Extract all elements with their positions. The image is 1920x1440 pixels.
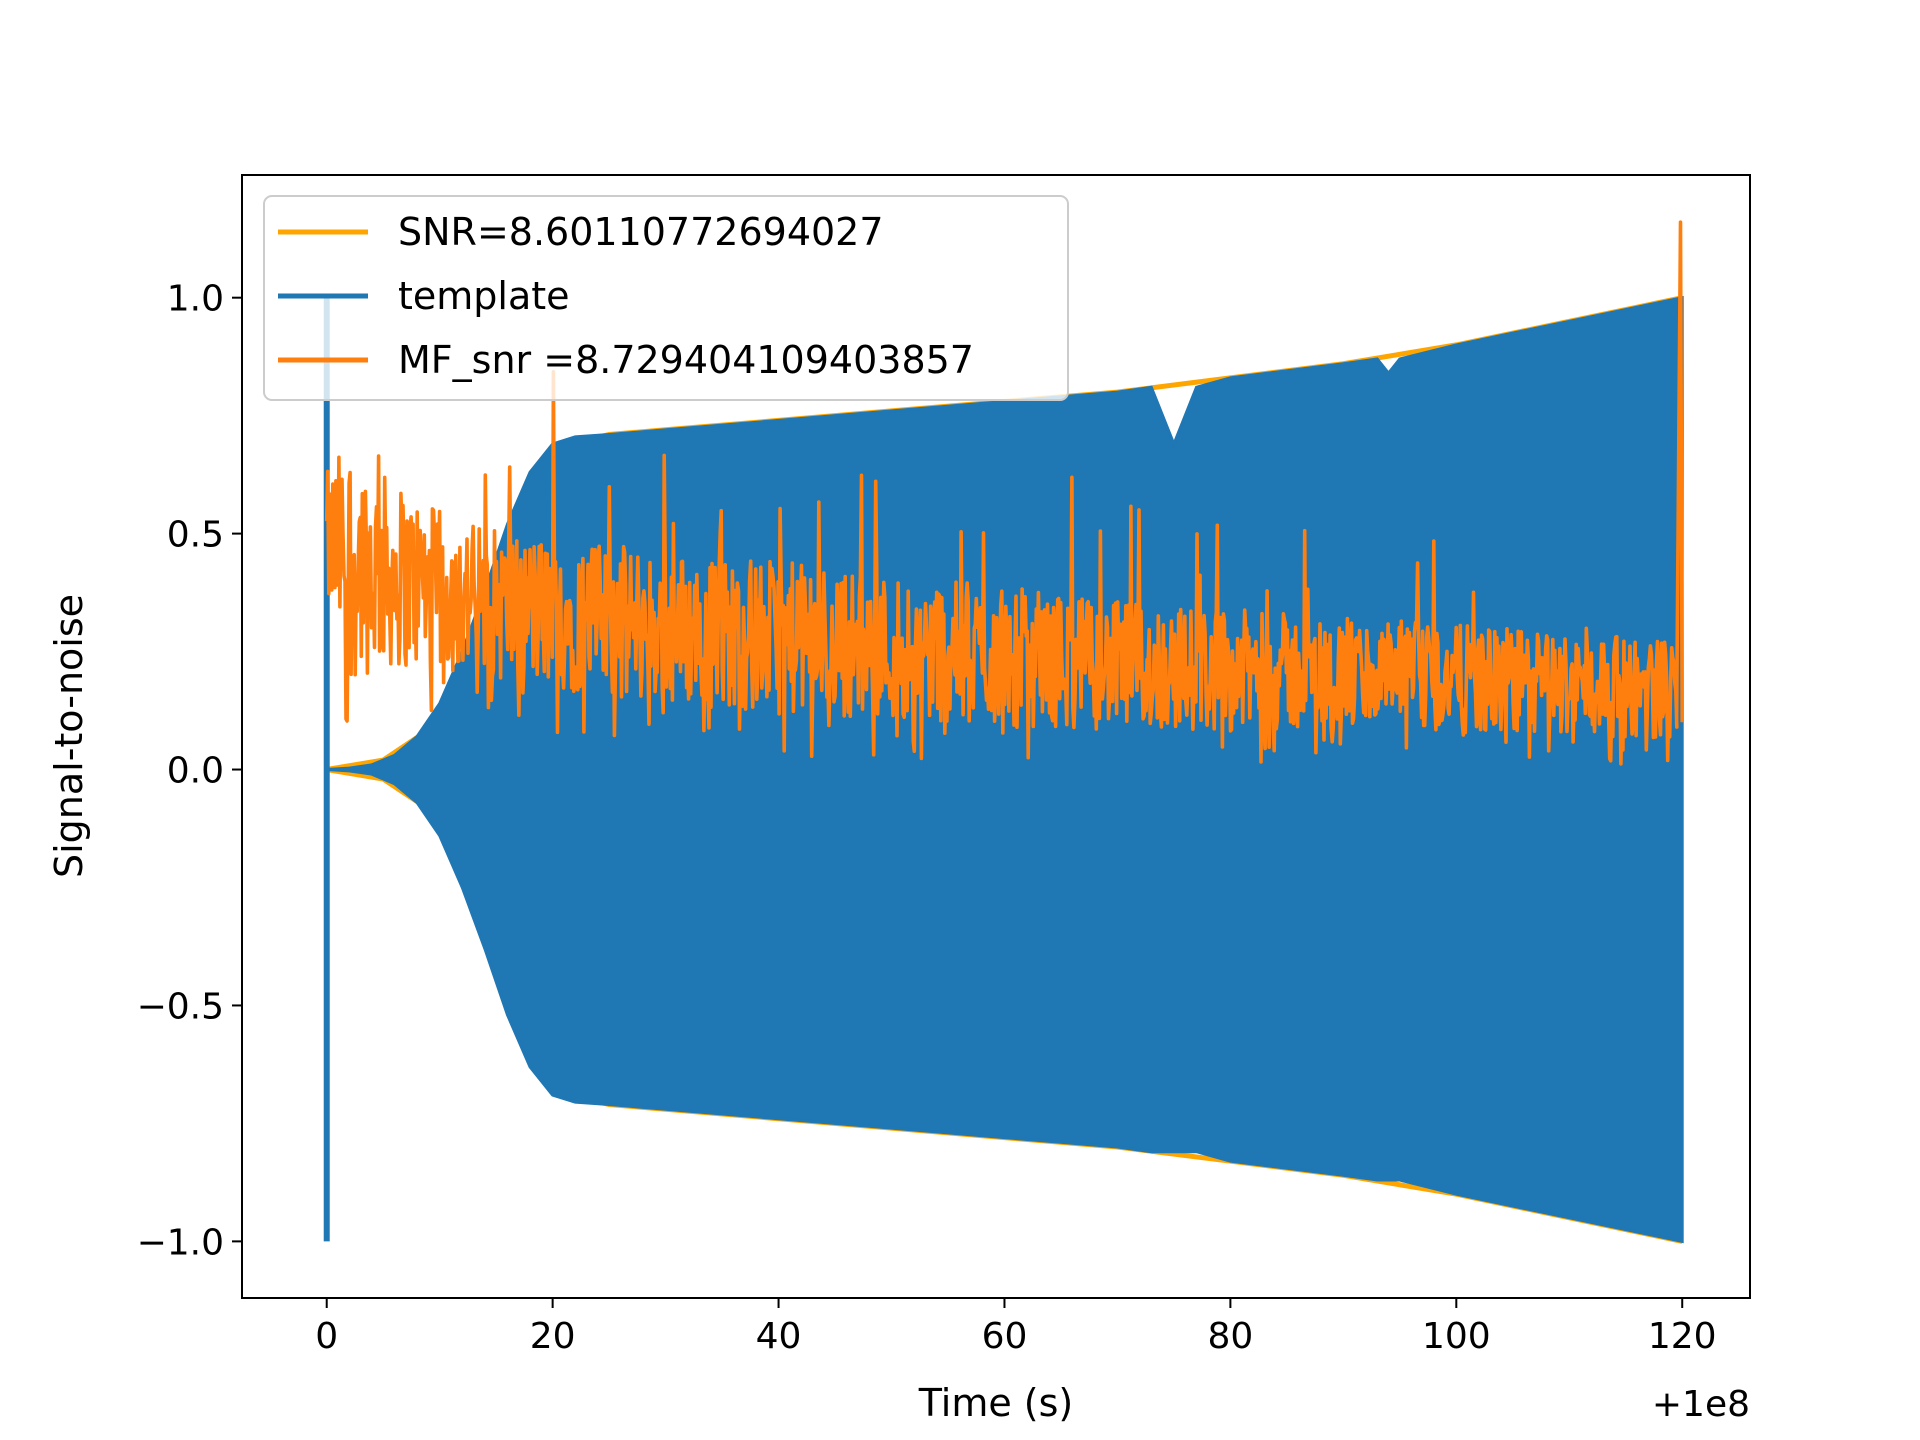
legend: SNR=8.60110772694027 template MF_snr =8.7… [263,195,1069,401]
legend-label: template [398,274,570,318]
plot-frame [241,174,1751,1299]
x-tick-label: 80 [1207,1316,1253,1357]
x-axis-label: Time (s) [918,1381,1074,1425]
y-axis-label: Signal-to-noise [47,594,91,878]
x-tick-label: 40 [756,1316,802,1357]
legend-box [263,195,1069,401]
series-layer [323,220,1684,1244]
x-tick-label: 20 [530,1316,576,1357]
plot-area [323,220,1684,1244]
x-tick-label: 100 [1422,1316,1491,1357]
x-axis-offset: +1e8 [1652,1384,1750,1425]
legend-label: MF_snr =8.729404109403857 [398,338,974,382]
y-tick-label: −1.0 [137,1222,224,1263]
legend-label: SNR=8.60110772694027 [398,210,884,254]
y-tick-label: 0.5 [167,515,224,556]
y-tick-label: 0.0 [167,751,224,792]
mf-snr-series [324,220,1684,766]
x-tick-label: 0 [315,1316,338,1357]
x-axis-ticks: 0 20 40 60 80 100 120 [315,1298,1717,1357]
x-tick-label: 120 [1648,1316,1717,1357]
x-tick-label: 60 [982,1316,1028,1357]
y-axis-ticks: −1.0 −0.5 0.0 0.5 1.0 [137,279,242,1263]
y-tick-label: −0.5 [137,986,224,1027]
y-tick-label: 1.0 [167,279,224,320]
